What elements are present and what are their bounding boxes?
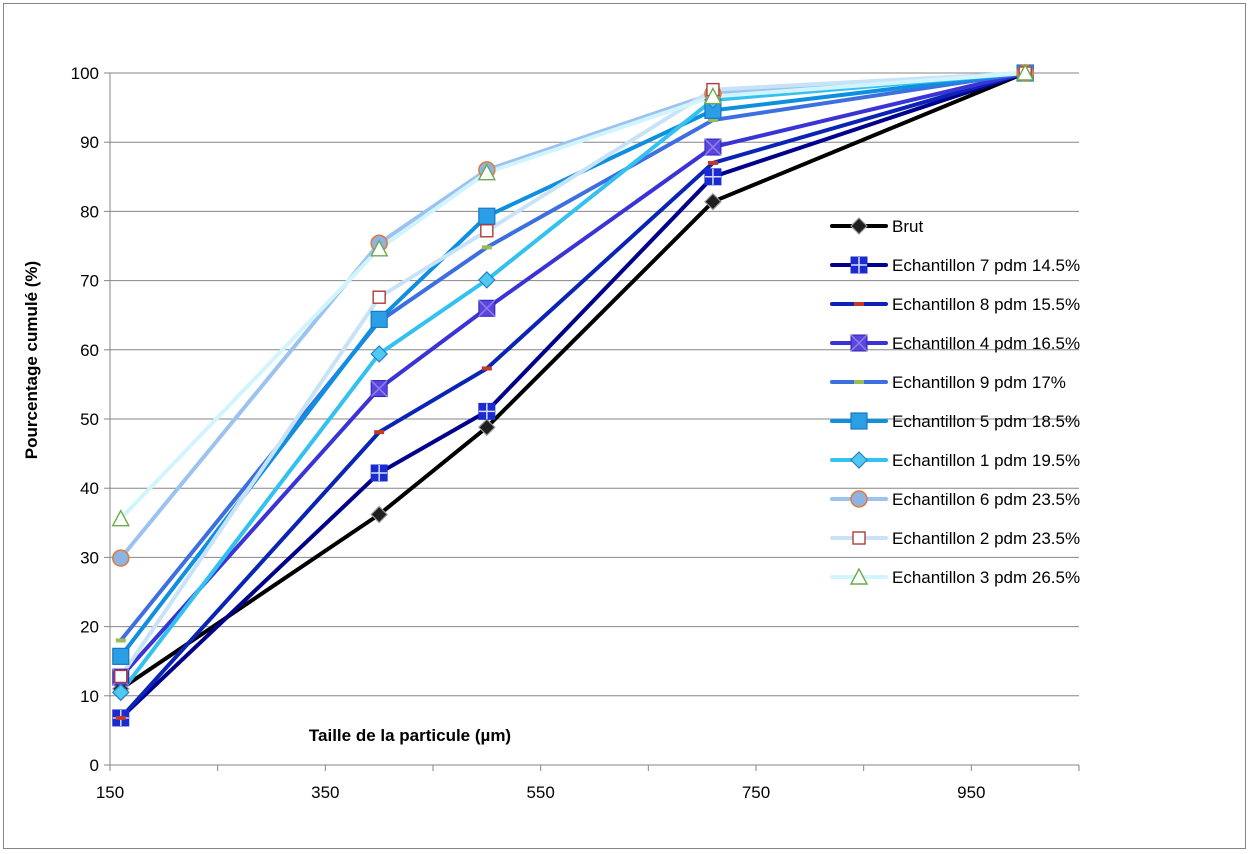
data-point-s5-p1 <box>370 310 388 328</box>
legend-label: Echantillon 4 pdm 16.5% <box>892 334 1080 353</box>
data-point-s5-p2 <box>478 207 496 225</box>
data-point-s2-p3 <box>707 160 718 165</box>
series-line-4 <box>118 71 1028 643</box>
legend-item: Brut <box>830 217 923 236</box>
data-point-s0-p2 <box>477 418 496 437</box>
data-point-s7-p0 <box>112 549 130 567</box>
y-tick-label: 20 <box>80 618 99 637</box>
x-axis-title: Taille de la particule (µm) <box>309 726 511 745</box>
data-point-s5-p0 <box>112 647 130 665</box>
data-point-s6-p1 <box>370 345 389 363</box>
legend-label: Echantillon 3 pdm 26.5% <box>892 568 1080 587</box>
data-point-s1-p3 <box>704 168 722 186</box>
legend-swatch-marker <box>850 451 868 469</box>
series-lines <box>118 71 1028 720</box>
legend-item: Echantillon 9 pdm 17% <box>830 373 1066 392</box>
data-point-s8-p0 <box>114 669 128 684</box>
y-tick-label: 30 <box>80 548 99 567</box>
legend-label: Echantillon 6 pdm 23.5% <box>892 490 1080 509</box>
data-point-s9-p0 <box>111 509 130 527</box>
data-point-s9-p1 <box>369 239 389 257</box>
data-point-s3-p3 <box>704 138 722 156</box>
data-point-s0-p1 <box>370 505 389 524</box>
data-point-s6-p2 <box>477 271 496 289</box>
legend-item: Echantillon 7 pdm 14.5% <box>830 256 1080 275</box>
data-point-s3-p2 <box>478 299 496 317</box>
legend-swatch-marker <box>850 217 868 235</box>
legend-item: Echantillon 2 pdm 23.5% <box>830 529 1080 548</box>
series-line-7 <box>118 71 1028 561</box>
data-point-s4-p3 <box>707 118 718 123</box>
data-point-s4-p2 <box>481 245 492 250</box>
data-point-s2-p1 <box>374 430 385 435</box>
series-markers <box>111 63 1035 727</box>
data-point-s8-p2 <box>480 224 494 238</box>
legend-item: Echantillon 4 pdm 16.5% <box>830 334 1080 353</box>
line-chart: 0 10 20 30 40 50 60 70 80 90 100 150 350 550 750 950 Br… <box>22 63 1080 802</box>
legend-swatch-marker <box>849 567 869 585</box>
legend-label: Echantillon 2 pdm 23.5% <box>892 529 1080 548</box>
y-tick-label: 70 <box>80 272 99 291</box>
x-tick-label: 150 <box>96 783 124 802</box>
data-point-s9-p2 <box>477 163 497 181</box>
legend: Brut Echantillon 7 pdm 14.5% Echantillon 8… <box>830 217 1080 587</box>
series-line-0 <box>118 71 1028 691</box>
data-point-s3-p1 <box>370 380 388 398</box>
legend-swatch-marker <box>854 302 864 306</box>
y-axis-title: Pourcentage cumulé (%) <box>22 261 41 459</box>
legend-item: Echantillon 5 pdm 18.5% <box>830 412 1080 431</box>
axes: 0 10 20 30 40 50 60 70 80 90 100 150 350 550 750 950 <box>71 64 1080 802</box>
legend-label: Echantillon 1 pdm 19.5% <box>892 451 1080 470</box>
legend-swatch-marker <box>854 380 864 384</box>
legend-item: Echantillon 6 pdm 23.5% <box>830 490 1080 509</box>
legend-label: Echantillon 8 pdm 15.5% <box>892 295 1080 314</box>
y-tick-label: 80 <box>80 202 99 221</box>
legend-label: Echantillon 5 pdm 18.5% <box>892 412 1080 431</box>
legend-swatch-marker <box>850 412 868 430</box>
y-tick-label: 0 <box>90 756 99 775</box>
y-tick-label: 50 <box>80 410 99 429</box>
data-point-s2-p2 <box>481 366 492 371</box>
y-tick-label: 100 <box>71 64 99 83</box>
gridlines <box>110 72 1079 697</box>
y-tick-label: 90 <box>80 133 99 152</box>
legend-item: Echantillon 3 pdm 26.5% <box>830 567 1080 587</box>
legend-label: Brut <box>892 217 923 236</box>
data-point-s4-p0 <box>115 638 126 643</box>
x-tick-label: 550 <box>526 783 554 802</box>
x-tick-label: 350 <box>311 783 339 802</box>
y-tick-label: 40 <box>80 479 99 498</box>
data-point-s8-p1 <box>372 290 386 304</box>
y-tick-label: 10 <box>80 687 99 706</box>
data-point-s9-p3 <box>703 87 723 105</box>
chart-frame: 0 10 20 30 40 50 60 70 80 90 100 150 350 550 750 950 Br… <box>3 3 1246 849</box>
y-tick-label: 60 <box>80 341 99 360</box>
legend-swatch-marker <box>852 531 866 545</box>
data-point-s6-p0 <box>111 683 130 702</box>
legend-label: Echantillon 7 pdm 14.5% <box>892 256 1080 275</box>
legend-swatch-marker <box>850 256 868 274</box>
data-point-s9-p4 <box>1016 63 1035 81</box>
x-tick-label: 950 <box>957 783 985 802</box>
legend-swatch-marker <box>850 334 868 352</box>
data-point-s0-p3 <box>704 192 722 211</box>
x-tick-label: 750 <box>742 783 770 802</box>
data-point-s2-p0 <box>115 715 126 720</box>
legend-swatch-marker <box>850 490 868 508</box>
legend-item: Echantillon 8 pdm 15.5% <box>830 295 1080 314</box>
legend-label: Echantillon 9 pdm 17% <box>892 373 1066 392</box>
data-point-s1-p2 <box>478 402 496 420</box>
data-point-s1-p1 <box>370 464 388 482</box>
legend-item: Echantillon 1 pdm 19.5% <box>830 451 1080 470</box>
